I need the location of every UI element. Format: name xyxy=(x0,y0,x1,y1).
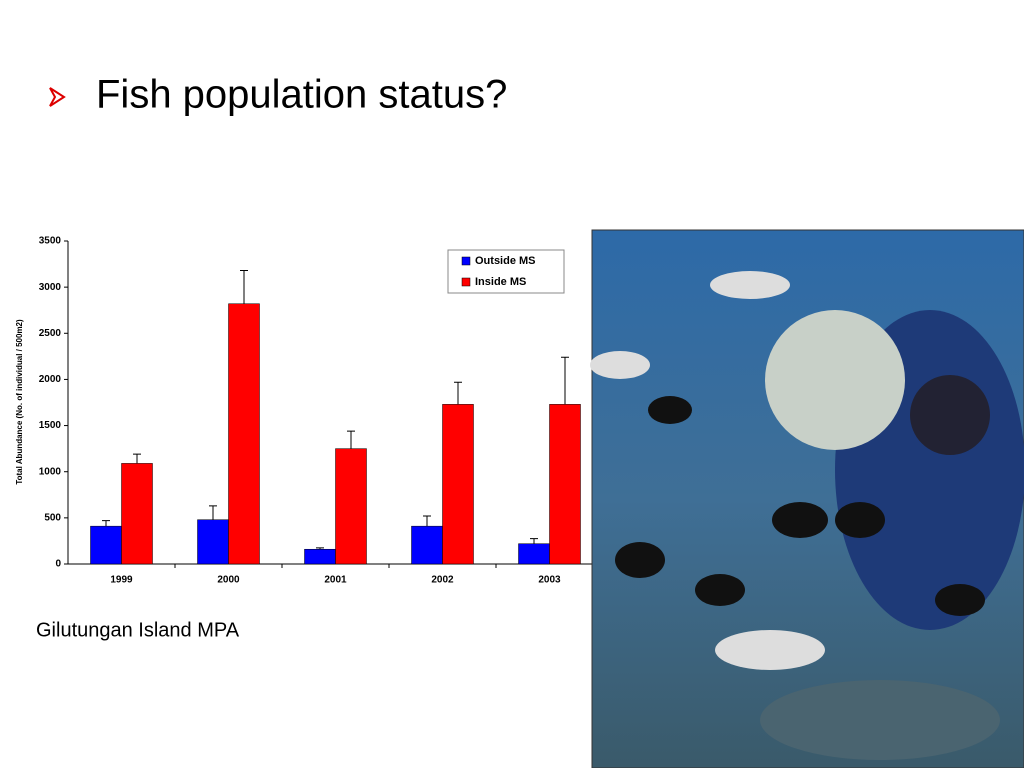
bullet-arrow xyxy=(49,87,66,107)
fish xyxy=(835,502,885,538)
caption: Gilutungan Island MPA xyxy=(36,619,240,641)
x-tick-label: 2000 xyxy=(217,575,240,586)
y-tick-label: 1000 xyxy=(39,466,62,477)
error-bar xyxy=(133,453,141,464)
bar xyxy=(197,519,229,565)
bar xyxy=(549,404,581,565)
fish xyxy=(772,502,828,538)
fish xyxy=(935,584,985,616)
bar xyxy=(228,303,260,565)
x-tick-label: 2003 xyxy=(538,575,561,586)
fish xyxy=(590,351,650,379)
y-tick-label: 2500 xyxy=(39,328,62,339)
reef xyxy=(760,680,1000,760)
x-tick-label: 2002 xyxy=(431,575,454,586)
diver-head xyxy=(910,375,990,455)
bar xyxy=(90,525,122,565)
x-tick-label: 1999 xyxy=(110,575,133,586)
legend-label: Outside MS xyxy=(475,255,536,267)
bar xyxy=(518,543,550,565)
bar xyxy=(304,548,336,565)
error-bar xyxy=(561,356,569,405)
chart: 0 500 1000 1500 2000 2500 3000 3500 1999 2000 2001… xyxy=(39,236,604,586)
fish xyxy=(615,542,665,578)
y-tick-label: 2000 xyxy=(39,374,62,385)
error-bar xyxy=(240,270,248,304)
fish xyxy=(710,271,790,299)
y-axis-title: Total Abundance (No. of individual / 500… xyxy=(15,319,24,485)
batfish xyxy=(765,310,905,450)
error-bar xyxy=(316,547,324,550)
error-bar xyxy=(347,430,355,449)
legend-swatch xyxy=(461,256,471,266)
bar xyxy=(411,525,443,565)
y-tick-label: 0 xyxy=(55,559,61,570)
fish xyxy=(695,574,745,606)
error-bar xyxy=(102,520,110,527)
bar xyxy=(335,448,367,565)
y-tick-label: 3000 xyxy=(39,282,62,293)
y-tick-label: 1500 xyxy=(39,420,62,431)
y-tick-label: 500 xyxy=(44,512,61,523)
bar xyxy=(121,463,153,565)
fish xyxy=(715,630,825,670)
error-bar xyxy=(423,515,431,527)
legend-swatch xyxy=(461,277,471,287)
error-bar xyxy=(209,505,217,520)
error-bar xyxy=(530,538,538,544)
bar xyxy=(442,404,474,565)
error-bar xyxy=(454,381,462,405)
fish xyxy=(648,396,692,424)
x-tick-label: 2001 xyxy=(324,575,347,586)
legend-label: Inside MS xyxy=(475,276,526,288)
slide-title: Fish population status? xyxy=(96,73,507,117)
photo xyxy=(590,229,1024,768)
y-tick-label: 3500 xyxy=(39,236,62,247)
